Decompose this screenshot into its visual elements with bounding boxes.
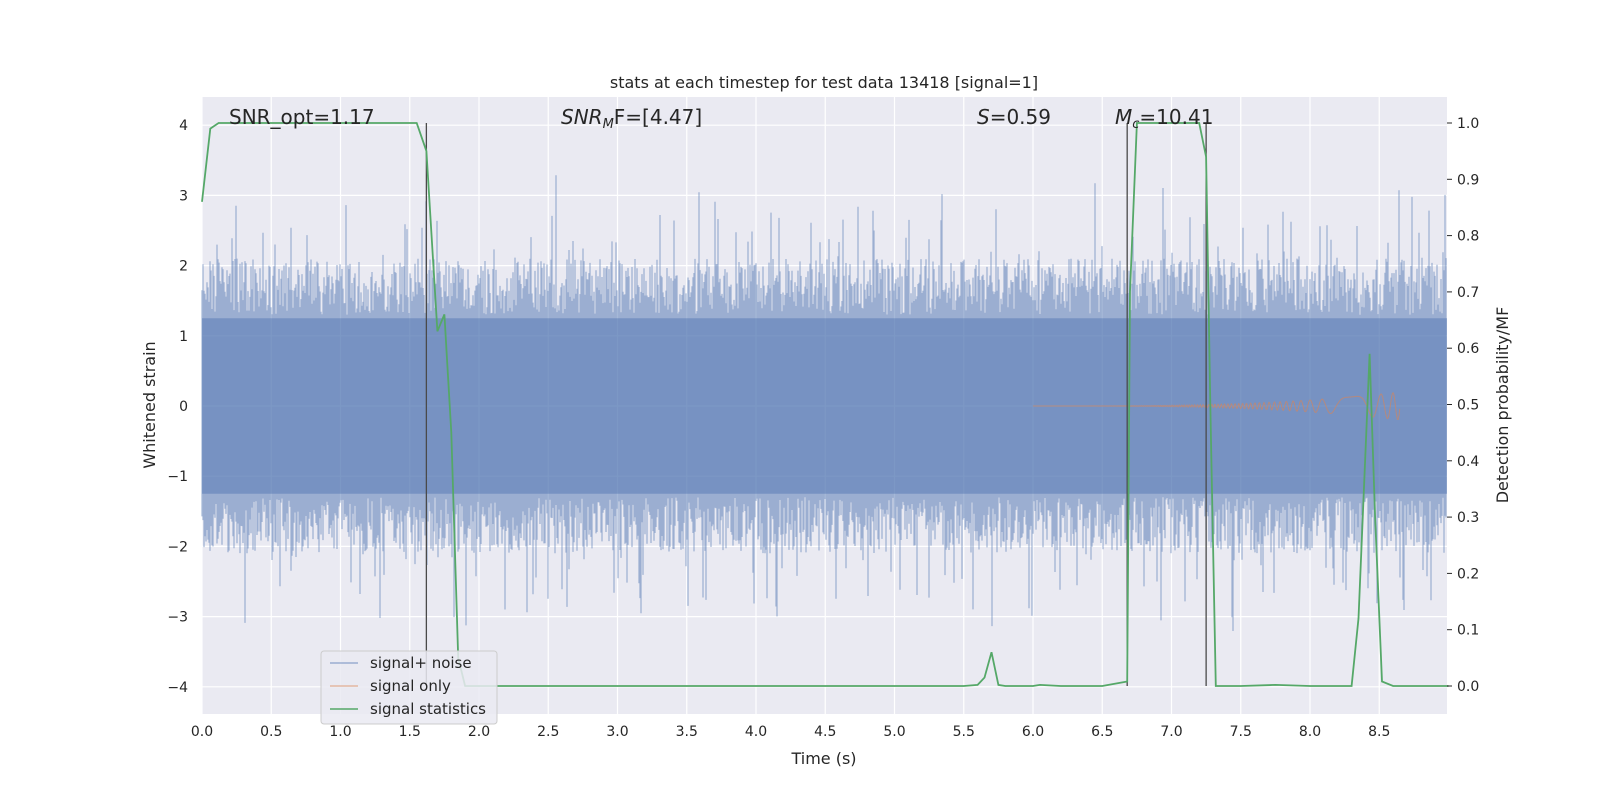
x-tick-label: 7.0: [1160, 724, 1182, 740]
y-tick-label-right: 0.8: [1457, 229, 1479, 245]
chart-title: stats at each timestep for test data 134…: [610, 73, 1038, 92]
x-tick-label: 8.0: [1299, 724, 1321, 740]
annotation-mc-base: M: [1115, 105, 1132, 129]
signal-statistics-line: [201, 122, 1449, 687]
y-tick-label-right: 0.7: [1457, 285, 1479, 301]
annotation-mc-sub: c: [1132, 117, 1139, 132]
annotation-snr-mf-base: SNR: [561, 105, 603, 129]
x-tick-label: 6.5: [1091, 724, 1113, 740]
legend-frame: [320, 650, 498, 725]
y-axis-label-right: Detection probability/MF: [1493, 307, 1512, 504]
y-tick-label-left: 1: [179, 329, 188, 345]
x-tick-label: 2.0: [468, 724, 490, 740]
x-tick-label: 5.0: [883, 724, 905, 740]
annotation-snr-opt: SNR_opt=1.17: [229, 105, 375, 129]
x-tick-label: 2.5: [537, 724, 559, 740]
x-axis-label: Time (s): [790, 749, 856, 768]
x-tick-label: 3.0: [606, 724, 628, 740]
annotation-s-rest: =0.59: [990, 105, 1051, 129]
signal-statistics-series: [201, 122, 1449, 687]
x-tick-label: 5.5: [953, 724, 975, 740]
y-tick-label-left: −1: [167, 469, 188, 485]
y-tick-label-right: 0.4: [1457, 454, 1479, 470]
y-tick-label-right: 0.6: [1457, 341, 1479, 357]
legend-label-noise: signal+ noise: [370, 654, 472, 672]
annotation-snr-mf-rest: F=[4.47]: [614, 105, 702, 129]
x-tick-label: 0.0: [191, 724, 213, 740]
y-tick-label-right: 0.0: [1457, 679, 1479, 695]
legend: signal+ noise signal only signal statist…: [320, 650, 498, 725]
y-tick-label-left: −2: [167, 539, 188, 555]
x-tick-label: 7.5: [1230, 724, 1252, 740]
y-tick-label-left: −4: [167, 680, 188, 696]
legend-label-stats: signal statistics: [370, 700, 486, 718]
x-tick-label: 4.0: [745, 724, 767, 740]
annotation-s: S=0.59: [977, 105, 1051, 129]
y-tick-label-left: 3: [179, 188, 188, 204]
y-tick-label-right: 0.9: [1457, 172, 1479, 188]
x-tick-label: 3.5: [676, 724, 698, 740]
x-tick-label: 1.0: [329, 724, 351, 740]
noise-trace: [201, 175, 1447, 631]
signal-only-series: [1033, 392, 1401, 420]
y-tick-label-right: 0.3: [1457, 510, 1479, 526]
signal-only-trace: [1033, 392, 1401, 420]
y-tick-label-left: 0: [179, 399, 188, 415]
y-tick-label-left: 4: [179, 118, 188, 134]
y-tick-label-right: 0.2: [1457, 566, 1479, 582]
annotation-mc: Mc=10.41: [1115, 105, 1213, 132]
legend-label-signal: signal only: [370, 677, 451, 695]
y-tick-label-right: 0.1: [1457, 623, 1479, 639]
x-tick-label: 6.0: [1022, 724, 1044, 740]
annotation-mc-rest: =10.41: [1139, 105, 1213, 129]
y-tick-label-right: 1.0: [1457, 116, 1479, 132]
x-tick-label: 1.5: [399, 724, 421, 740]
annotation-snr-mf-sub: M: [603, 117, 614, 132]
x-tick-label: 8.5: [1368, 724, 1390, 740]
y-tick-label-left: 2: [179, 259, 188, 275]
annotation-snr-mf: SNRMF=[4.47]: [561, 105, 702, 132]
x-tick-label: 4.5: [814, 724, 836, 740]
annotation-s-base: S: [977, 105, 990, 129]
tick-labels: 0.0 0.5 1.0 1.5 2.0 2.5 3.0 3.5 4.0 4.5 5.0 5.5 6.0 6…: [167, 116, 1479, 740]
y-axis-label-left: Whitened strain: [140, 341, 159, 468]
y-tick-label-left: −3: [167, 610, 188, 626]
x-tick-label: 0.5: [260, 724, 282, 740]
y-tick-label-right: 0.5: [1457, 398, 1479, 414]
